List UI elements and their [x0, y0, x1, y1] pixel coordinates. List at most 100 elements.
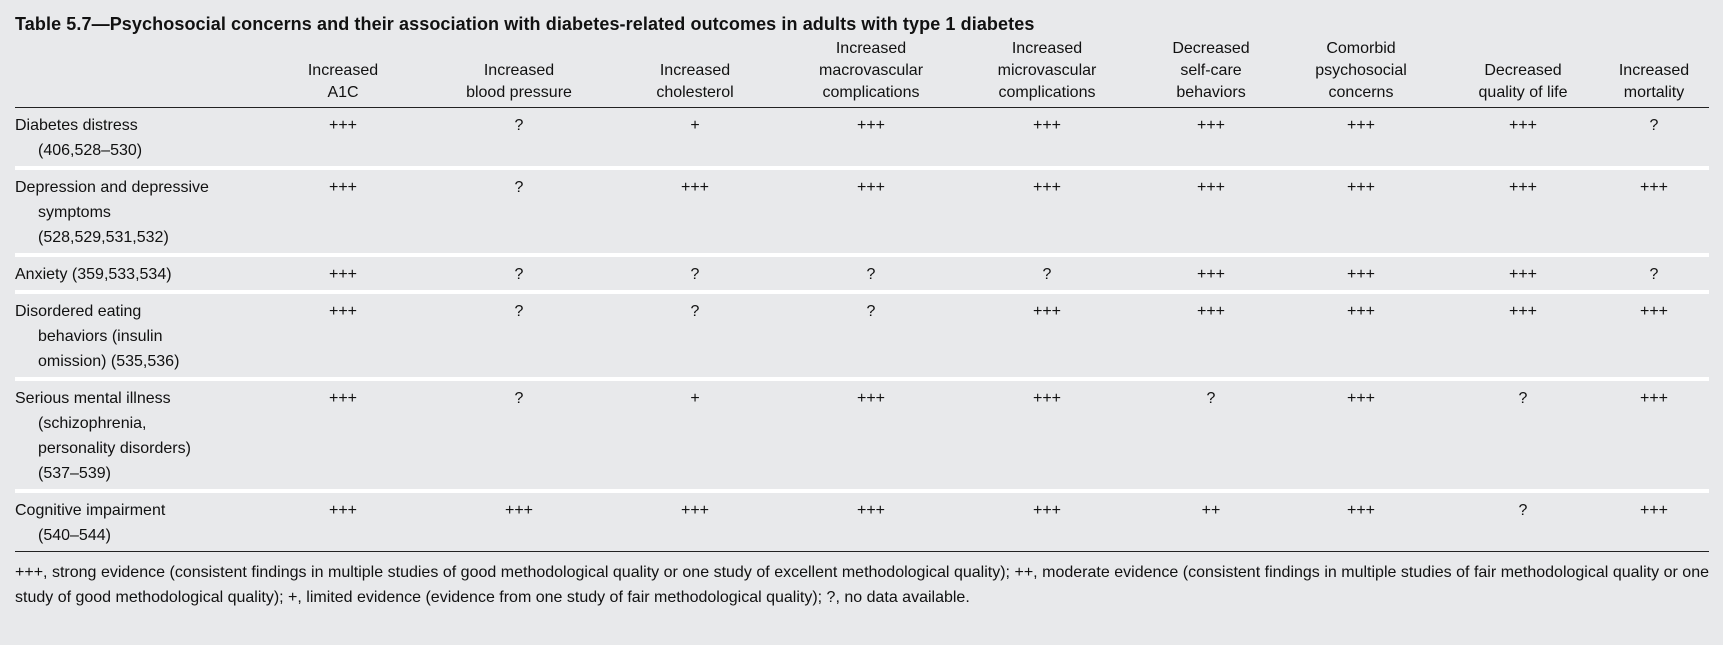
evidence-cell: +++: [1275, 292, 1447, 381]
row-label: Diabetes distress (406,528–530): [15, 107, 243, 170]
evidence-cell: +++: [1275, 255, 1447, 294]
header-cell-empty: [15, 38, 243, 108]
evidence-cell: +: [595, 107, 795, 170]
evidence-cell: ?: [1599, 107, 1709, 170]
row-label-first-line: Anxiety (359,533,534): [15, 266, 172, 283]
table-row: Serious mental illness (schizophrenia, per…: [15, 379, 1709, 493]
evidence-cell: +++: [1447, 292, 1599, 381]
evidence-cell: ?: [595, 255, 795, 294]
evidence-cell: +++: [1447, 255, 1599, 294]
column-header-line: behaviors: [1176, 84, 1246, 101]
evidence-cell: +++: [1599, 491, 1709, 552]
column-header: Increased mortality: [1599, 38, 1709, 108]
evidence-cell: ?: [1447, 491, 1599, 552]
evidence-cell: +++: [1147, 255, 1275, 294]
column-header-line: A1C: [327, 84, 359, 101]
header-row: Increased A1C Increased blood pressure Incre…: [15, 38, 1709, 108]
row-label-first-line: Cognitive impairment: [15, 502, 166, 519]
evidence-cell: ?: [795, 292, 947, 381]
evidence-cell: ++: [1147, 491, 1275, 552]
row-label-continuation: personality disorders): [38, 440, 191, 457]
column-header-line: self-care: [1180, 62, 1242, 79]
evidence-cell: +++: [947, 491, 1147, 552]
evidence-cell: ?: [443, 107, 595, 170]
table-row: Diabetes distress (406,528–530) +++? + +++ ++…: [15, 107, 1709, 170]
row-label-first-line: Diabetes distress: [15, 117, 138, 134]
evidence-cell: +++: [243, 255, 443, 294]
outcomes-table: Increased A1C Increased blood pressure Incre…: [15, 38, 1709, 552]
evidence-cell: +++: [795, 168, 947, 257]
row-label-continuation: (537–539): [38, 465, 111, 482]
column-header-line: psychosocial: [1315, 62, 1407, 79]
column-header-line: concerns: [1328, 84, 1394, 101]
evidence-cell: ?: [443, 379, 595, 493]
evidence-cell: +++: [1599, 292, 1709, 381]
evidence-cell: +++: [1275, 168, 1447, 257]
row-label: Depression and depressive symptoms (528,52…: [15, 168, 243, 257]
column-header-line: Comorbid: [1326, 40, 1396, 57]
evidence-cell: ?: [443, 255, 595, 294]
evidence-cell: +++: [795, 379, 947, 493]
row-label: Serious mental illness (schizophrenia, per…: [15, 379, 243, 493]
column-header-line: Increased: [1618, 62, 1690, 79]
column-header: Increased microvascular complications: [947, 38, 1147, 108]
row-label: Disordered eating behaviors (insulin omiss…: [15, 292, 243, 381]
column-header-line: mortality: [1623, 84, 1685, 101]
column-header-line: macrovascular: [818, 62, 924, 79]
evidence-cell: +++: [1599, 168, 1709, 257]
evidence-cell: +++: [243, 107, 443, 170]
evidence-cell: +++: [1147, 168, 1275, 257]
column-header: Increased A1C: [243, 38, 443, 108]
table-body: Diabetes distress (406,528–530) +++? + +++ ++…: [15, 107, 1709, 552]
evidence-cell: +++: [595, 491, 795, 552]
evidence-cell: +++: [243, 168, 443, 257]
table-row: Disordered eating behaviors (insulin omiss…: [15, 292, 1709, 381]
row-label: Anxiety (359,533,534): [15, 255, 243, 294]
table-row: Anxiety (359,533,534) +++???? +++ +++ +++?: [15, 255, 1709, 294]
column-header-line: Increased: [835, 40, 907, 57]
column-header-line: Increased: [659, 62, 731, 79]
evidence-cell: ?: [1447, 379, 1599, 493]
column-header-line: Decreased: [1484, 62, 1562, 79]
column-header-line: Increased: [483, 62, 555, 79]
evidence-cell: +++: [947, 107, 1147, 170]
column-header: Decreased quality of life: [1447, 38, 1599, 108]
column-header: Increased cholesterol: [595, 38, 795, 108]
column-header-line: complications: [822, 84, 920, 101]
evidence-cell: +++: [243, 292, 443, 381]
row-label-continuation: omission) (535,536): [38, 353, 180, 370]
column-header-line: quality of life: [1478, 84, 1568, 101]
table-title: Table 5.7—Psychosocial concerns and thei…: [15, 14, 1035, 34]
row-label-continuation: (528,529,531,532): [38, 229, 169, 246]
evidence-cell: +++: [243, 379, 443, 493]
column-header-line: blood pressure: [466, 84, 572, 101]
row-label-continuation: symptoms: [38, 204, 111, 221]
column-header: Decreased self-care behaviors: [1147, 38, 1275, 108]
row-label-continuation: (schizophrenia,: [38, 415, 147, 432]
evidence-cell: +++: [947, 168, 1147, 257]
evidence-cell: ?: [1147, 379, 1275, 493]
column-header: Increased macrovascular complications: [795, 38, 947, 108]
row-label-continuation: behaviors (insulin: [38, 328, 163, 345]
column-header-line: complications: [998, 84, 1096, 101]
column-header-line: Increased: [1011, 40, 1083, 57]
evidence-cell: +++: [443, 491, 595, 552]
column-header: Comorbid psychosocial concerns: [1275, 38, 1447, 108]
evidence-cell: +++: [243, 491, 443, 552]
evidence-cell: +++: [947, 379, 1147, 493]
table-row: Depression and depressive symptoms (528,52…: [15, 168, 1709, 257]
row-label-first-line: Disordered eating: [15, 303, 142, 320]
row-label-first-line: Depression and depressive: [15, 179, 209, 196]
table-footnote: +++, strong evidence (consistent finding…: [15, 564, 1709, 606]
table-row: Cognitive impairment (540–544) +++ +++ +++ ++…: [15, 491, 1709, 552]
evidence-cell: +++: [595, 168, 795, 257]
evidence-cell: +++: [1275, 107, 1447, 170]
row-label-continuation: (406,528–530): [38, 142, 143, 159]
column-header-line: cholesterol: [656, 84, 734, 101]
evidence-cell: +++: [1447, 107, 1599, 170]
evidence-cell: +++: [1147, 292, 1275, 381]
evidence-cell: +++: [795, 491, 947, 552]
row-label: Cognitive impairment (540–544): [15, 491, 243, 552]
evidence-cell: ?: [795, 255, 947, 294]
